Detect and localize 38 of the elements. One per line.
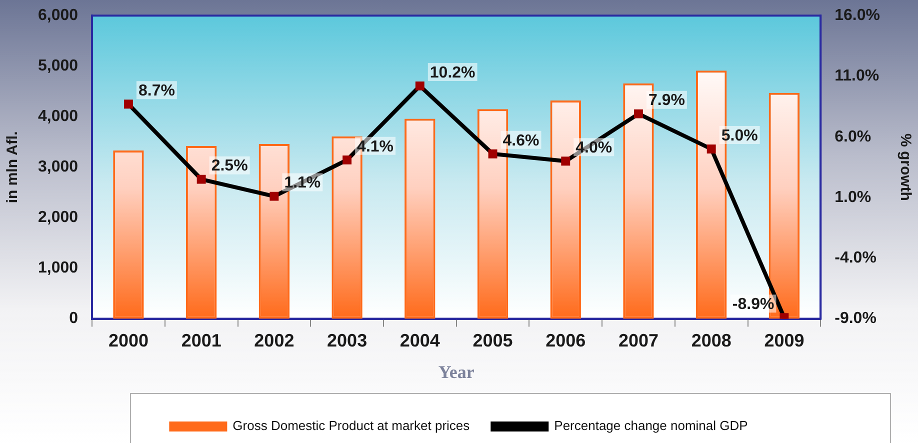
x-tick-label: 2009 <box>764 330 804 351</box>
x-tick-label: 2001 <box>181 330 222 351</box>
data-label: 4.0% <box>576 140 612 157</box>
data-label: 7.9% <box>648 92 685 110</box>
data-label: 4.6% <box>502 132 540 150</box>
y2-tick-label: 11.0% <box>834 68 880 85</box>
x-tick-label: 2007 <box>618 330 659 351</box>
legend-label: Gross Domestic Product at market prices <box>232 418 470 434</box>
y-tick-label: 2,000 <box>38 209 78 226</box>
data-label: 1.1% <box>284 174 321 192</box>
y-tick-label: 3,000 <box>38 158 78 176</box>
y-tick-label: 0 <box>69 310 78 328</box>
data-label: -8.9% <box>732 296 774 313</box>
y2-tick-label: 16.0% <box>834 7 880 24</box>
y-tick-label: 5,000 <box>38 58 78 75</box>
x-tick-label: 2008 <box>691 330 732 351</box>
y2-tick-label: -4.0% <box>834 250 876 267</box>
y-tick-label: 6,000 <box>38 7 78 24</box>
data-label: 4.1% <box>357 138 394 156</box>
x-tick-label: 2004 <box>400 330 440 351</box>
y2-axis-title: % growth <box>896 133 914 201</box>
data-label: 8.7% <box>138 82 175 100</box>
x-tick-label: 2006 <box>546 330 586 351</box>
y-axis-title: in mln Afl. <box>4 131 22 204</box>
data-label: 2.5% <box>211 158 248 175</box>
y2-tick-label: 6.0% <box>834 128 872 146</box>
data-label: 10.2% <box>430 64 476 82</box>
legend-label: Percentage change nominal GDP <box>554 418 748 434</box>
x-tick-label: 2005 <box>472 330 513 351</box>
y-tick-label: 1,000 <box>38 260 78 277</box>
y2-tick-label: 1.0% <box>834 188 872 206</box>
x-axis-title: Year <box>438 362 474 382</box>
y2-tick-label: -9.0% <box>834 310 876 328</box>
data-label: 5.0% <box>721 127 758 144</box>
y-tick-label: 4,000 <box>38 108 78 126</box>
x-tick-label: 2003 <box>327 330 368 351</box>
x-tick-label: 2002 <box>254 330 294 351</box>
x-tick-label: 2000 <box>108 330 148 351</box>
